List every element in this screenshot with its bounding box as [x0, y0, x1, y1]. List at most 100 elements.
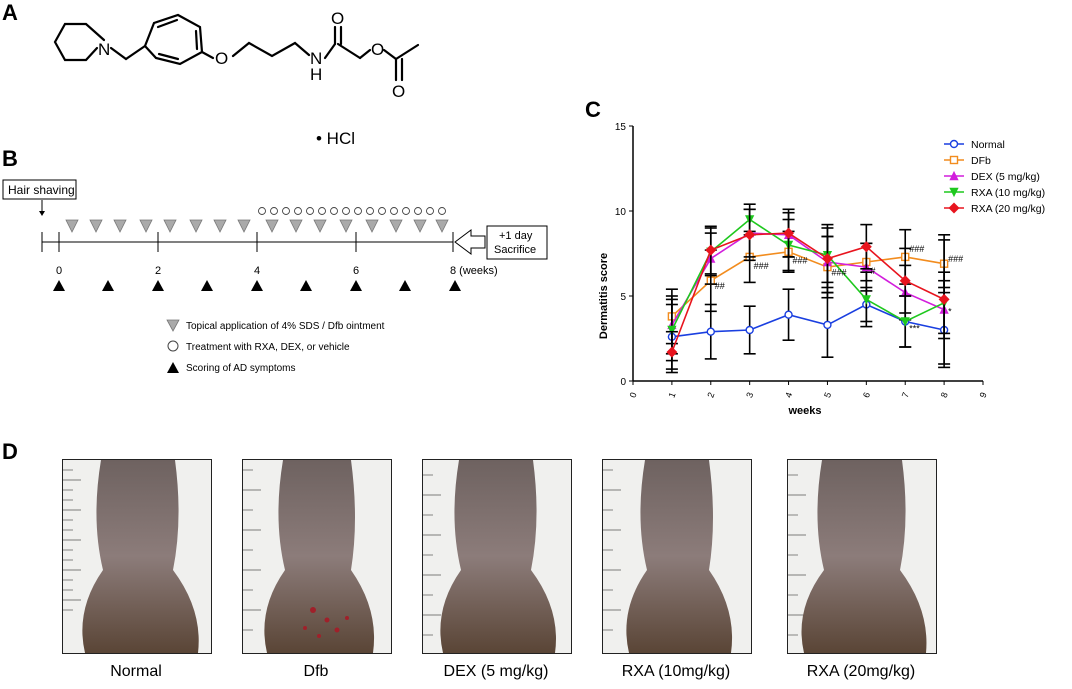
grey-triangle-marker [313, 219, 327, 233]
sacrifice-line1: +1 day [499, 230, 533, 242]
y-tick-label: 0 [620, 377, 626, 388]
grey-triangle-marker [265, 219, 279, 233]
grey-triangle-marker [413, 219, 427, 233]
black-triangle-marker [399, 280, 411, 291]
x-tick-label: 1 [667, 391, 678, 399]
significance-annotation: *** [909, 324, 920, 334]
timeline-tick-2: 2 [155, 265, 161, 277]
data-point [783, 227, 795, 239]
open-circle-marker [378, 207, 386, 215]
legend-marker [948, 202, 960, 214]
data-point [744, 229, 756, 241]
grey-triangle-marker [365, 219, 379, 233]
legend-scoring: Scoring of AD symptoms [186, 363, 295, 374]
black-triangle-marker [449, 280, 461, 291]
black-triangle-marker [201, 280, 213, 291]
data-point [666, 346, 678, 358]
x-tick-label: 5 [822, 391, 833, 399]
caption-rxa-10: RXA (10mg/kg) [621, 663, 731, 680]
hair-shaving-label: Hair shaving [8, 183, 75, 197]
panel-c-label: C [585, 97, 601, 122]
series-rxa-20-mg-kg- [665, 208, 951, 374]
grey-triangle-marker [435, 219, 449, 233]
y-axis-label: Dermatitis score [598, 253, 610, 339]
significance-annotation: ### [909, 244, 924, 254]
timeline-tick-0: 0 [56, 265, 62, 277]
data-point [860, 241, 872, 253]
sacrifice-line2: Sacrifice [494, 244, 536, 256]
series-line [671, 218, 945, 331]
photo-dex [422, 459, 572, 654]
series-normal [665, 286, 951, 370]
x-tick-label: 2 [705, 391, 716, 399]
panel-b-label: B [2, 146, 18, 171]
open-circle-marker [438, 207, 446, 215]
open-circle-marker [414, 207, 422, 215]
grey-triangle-marker [389, 219, 403, 233]
atom-h: H [310, 65, 322, 84]
data-point [821, 253, 833, 265]
grey-triangle-marker [139, 219, 153, 233]
grey-triangle-marker [113, 219, 127, 233]
x-axis-label: weeks [787, 405, 821, 417]
x-tick-label: 4 [783, 391, 794, 399]
x-tick-label: 7 [900, 391, 911, 399]
open-circle-marker [426, 207, 434, 215]
black-triangle-marker [102, 280, 114, 291]
legend-marker [949, 139, 959, 149]
open-circle-marker [330, 207, 338, 215]
data-point [823, 320, 832, 330]
grey-triangle-marker [65, 219, 79, 233]
data-point [900, 317, 910, 327]
open-circle-marker [390, 207, 398, 215]
open-circle-marker [318, 207, 326, 215]
data-point [705, 244, 717, 256]
legend-label: DFb [971, 155, 991, 167]
open-circle-marker [354, 207, 362, 215]
data-point [706, 327, 715, 336]
treatment-markers [258, 207, 446, 215]
legend-label: Normal [971, 139, 1005, 151]
black-triangle-marker [152, 280, 164, 291]
y-tick-label: 5 [620, 292, 626, 303]
series-line [671, 250, 945, 317]
caption-dfb: Dfb [303, 663, 329, 680]
significance-annotation: * [948, 307, 952, 317]
panel-d-label: D [2, 439, 18, 464]
significance-annotation: ## [715, 281, 725, 291]
significance-annotation: ### [793, 256, 808, 266]
black-triangle-up-icon [167, 362, 179, 373]
legend-label: DEX (5 mg/kg) [971, 171, 1040, 183]
data-point [667, 325, 677, 336]
significance-annotation: ### [948, 254, 963, 264]
timeline-diagram: Hair shaving +1 day Sacrifice 0 2 4 6 8 … [2, 179, 548, 374]
photo-rxa-20 [787, 459, 937, 654]
series-line [671, 232, 945, 353]
caption-dex: DEX (5 mg/kg) [443, 663, 549, 680]
black-triangle-marker [251, 280, 263, 291]
x-tick-label: 9 [978, 391, 989, 399]
legend-label: RXA (20 mg/kg) [971, 203, 1045, 215]
photo-dfb [242, 459, 392, 654]
significance-annotation: ### [754, 261, 769, 271]
open-circle-marker [270, 207, 278, 215]
grey-triangle-marker [89, 219, 103, 233]
black-triangle-marker [300, 280, 312, 291]
y-tick-label: 15 [615, 122, 627, 133]
data-point [745, 325, 754, 335]
significance-annotation: # [870, 266, 875, 276]
hcl-salt-label: • HCl [316, 129, 356, 148]
grey-triangle-marker [237, 219, 251, 233]
data-point [861, 295, 871, 305]
grey-triangle-marker [289, 219, 303, 233]
open-circle-marker [342, 207, 350, 215]
open-circle-marker [282, 207, 290, 215]
caption-rxa-20: RXA (20mg/kg) [806, 663, 916, 680]
x-tick-label: 8 [939, 391, 950, 399]
grey-triangle-down-icon [166, 319, 180, 332]
x-tick-label: 3 [744, 391, 755, 399]
grey-triangle-marker [339, 219, 353, 233]
atom-n-amide: N [310, 49, 322, 68]
legend-marker [949, 155, 959, 165]
atom-o-acetyl: O [392, 82, 405, 101]
